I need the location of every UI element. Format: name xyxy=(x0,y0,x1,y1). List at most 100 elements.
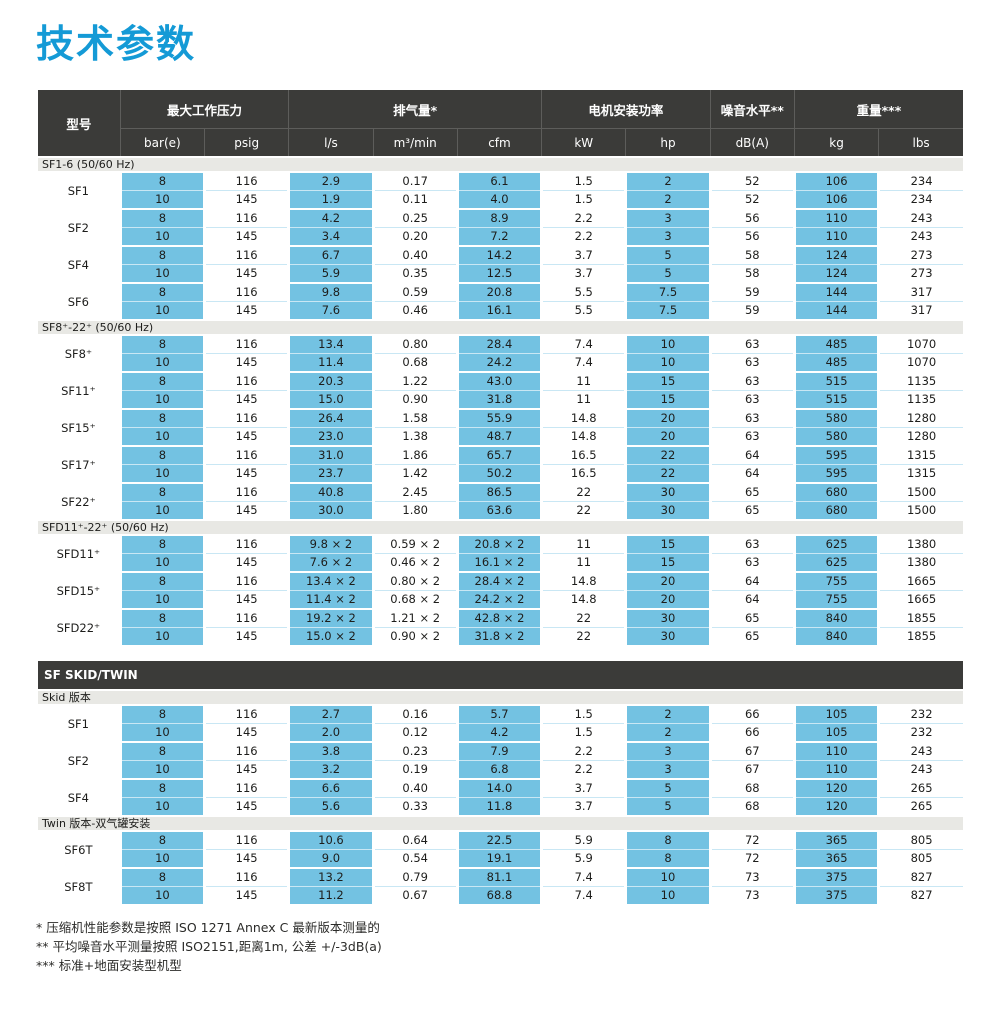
value-cell: 5 xyxy=(624,797,711,816)
value-cell: 110 xyxy=(792,760,879,779)
model-name: SF8T xyxy=(38,867,121,904)
value-cell: 3.2 xyxy=(287,760,374,779)
value-cell: 67 xyxy=(708,760,795,779)
value-cell: 10 xyxy=(118,501,205,520)
value-cell: 116 xyxy=(203,408,289,428)
value-cell: 0.40 xyxy=(371,245,458,265)
value-cell: 5.5 xyxy=(540,301,626,320)
model-name: SF8⁺ xyxy=(38,334,121,372)
value-cell: 22 xyxy=(540,627,626,645)
model-name: SFD15⁺ xyxy=(38,571,121,609)
value-cell: 1135 xyxy=(877,390,963,409)
value-cell: 145 xyxy=(203,760,289,779)
value-cell: 625 xyxy=(792,534,879,554)
value-cell: 9.0 xyxy=(287,849,374,868)
value-cell: 1135 xyxy=(877,371,963,391)
value-cell: 15.0 xyxy=(287,390,374,409)
value-cell: 485 xyxy=(792,334,879,354)
value-cell: 2.2 xyxy=(540,227,626,246)
value-cell: 8 xyxy=(118,571,205,591)
value-cell: 1855 xyxy=(877,627,963,645)
value-cell: 22 xyxy=(540,501,626,520)
value-cell: 20.8 xyxy=(455,282,542,302)
spec-row: 10 145 7.6 × 2 0.46 × 2 16.1 × 2 11 15 63 625 138… xyxy=(38,553,963,572)
value-cell: 5.9 xyxy=(287,264,374,283)
value-cell: 11 xyxy=(540,534,626,554)
model-name: SF2 xyxy=(38,741,121,779)
value-cell: 22.5 xyxy=(455,830,542,850)
value-cell: 0.80 × 2 xyxy=(371,571,458,591)
section-header: SF1-6 (50/60 Hz) xyxy=(38,156,963,172)
value-cell: 10 xyxy=(118,797,205,816)
value-cell: 3.4 xyxy=(287,227,374,246)
value-cell: 3.7 xyxy=(540,778,626,798)
value-cell: 0.20 xyxy=(371,227,458,246)
value-cell: 15 xyxy=(624,390,711,409)
value-cell: 31.8 xyxy=(455,390,542,409)
value-cell: 42.8 × 2 xyxy=(455,608,542,628)
value-cell: 72 xyxy=(708,830,795,850)
value-cell: 5.6 xyxy=(287,797,374,816)
value-cell: 4.0 xyxy=(455,190,542,209)
spec-row: 10 145 11.4 × 2 0.68 × 2 24.2 × 2 14.8 20 64 755… xyxy=(38,590,963,609)
spec-row: SF15⁺ 8 116 26.4 1.58 55.9 14.8 20 63 580 1280 xyxy=(38,408,963,446)
value-cell: 1665 xyxy=(877,590,963,609)
value-cell: 116 xyxy=(203,608,289,628)
value-cell: 8 xyxy=(118,208,205,228)
value-cell: 1.80 xyxy=(371,501,458,520)
value-cell: 317 xyxy=(877,282,963,302)
value-cell: 8 xyxy=(118,704,205,724)
value-cell: 1.22 xyxy=(371,371,458,391)
value-cell: 3.7 xyxy=(540,264,626,283)
spec-row: 10 145 7.6 0.46 16.1 5.5 7.5 59 144 317 xyxy=(38,301,963,320)
value-cell: 145 xyxy=(203,190,289,209)
value-cell: 16.1 × 2 xyxy=(455,553,542,572)
spec-row: 10 145 11.4 0.68 24.2 7.4 10 63 485 1070 xyxy=(38,353,963,372)
value-cell: 24.2 xyxy=(455,353,542,372)
value-cell: 19.2 × 2 xyxy=(287,608,374,628)
value-cell: 66 xyxy=(708,723,795,742)
value-cell: 2.2 xyxy=(540,760,626,779)
value-cell: 265 xyxy=(877,797,963,816)
value-cell: 10 xyxy=(118,264,205,283)
value-cell: 145 xyxy=(203,627,289,645)
value-cell: 0.35 xyxy=(371,264,458,283)
value-cell: 0.17 xyxy=(371,171,458,191)
value-cell: 2 xyxy=(624,704,711,724)
value-cell: 11.2 xyxy=(287,886,374,904)
value-cell: 145 xyxy=(203,501,289,520)
spec-row: SF8⁺ 8 116 13.4 0.80 28.4 7.4 10 63 485 1070 xyxy=(38,334,963,372)
value-cell: 68.8 xyxy=(455,886,542,904)
value-cell: 243 xyxy=(877,208,963,228)
column-unit-header: cfm xyxy=(457,128,543,157)
value-cell: 145 xyxy=(203,886,289,904)
value-cell: 8 xyxy=(118,741,205,761)
value-cell: 63 xyxy=(708,371,795,391)
value-cell: 8 xyxy=(118,371,205,391)
value-cell: 30 xyxy=(624,627,711,645)
value-cell: 63 xyxy=(708,534,795,554)
value-cell: 5.7 xyxy=(455,704,542,724)
value-cell: 22 xyxy=(540,608,626,628)
model-name: SF15⁺ xyxy=(38,408,121,446)
value-cell: 64 xyxy=(708,571,795,591)
value-cell: 0.68 xyxy=(371,353,458,372)
value-cell: 28.4 xyxy=(455,334,542,354)
value-cell: 7.9 xyxy=(455,741,542,761)
column-group-header: 排气量* xyxy=(288,90,543,129)
value-cell: 19.1 xyxy=(455,849,542,868)
value-cell: 2.2 xyxy=(540,208,626,228)
model-name: SF1 xyxy=(38,171,121,209)
value-cell: 59 xyxy=(708,301,795,320)
value-cell: 68 xyxy=(708,797,795,816)
value-cell: 13.2 xyxy=(287,867,374,887)
column-group-header: 电机安装功率 xyxy=(541,90,711,129)
value-cell: 145 xyxy=(203,553,289,572)
value-cell: 8 xyxy=(118,830,205,850)
value-cell: 106 xyxy=(792,190,879,209)
value-cell: 64 xyxy=(708,590,795,609)
value-cell: 0.16 xyxy=(371,704,458,724)
value-cell: 6.7 xyxy=(287,245,374,265)
value-cell: 56 xyxy=(708,227,795,246)
value-cell: 24.2 × 2 xyxy=(455,590,542,609)
